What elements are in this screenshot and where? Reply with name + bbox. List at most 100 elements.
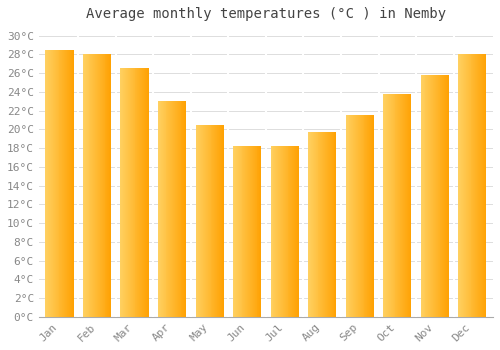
Bar [88, 54, 90, 317]
Bar [282, 146, 283, 317]
Bar [440, 75, 442, 317]
Bar [176, 101, 177, 317]
Bar [458, 54, 460, 317]
Bar [68, 50, 69, 317]
Bar [106, 54, 108, 317]
Bar [313, 132, 314, 317]
Bar [50, 50, 51, 317]
Bar [296, 146, 297, 317]
Bar [389, 94, 390, 317]
Bar [184, 101, 185, 317]
Bar [370, 115, 371, 317]
Bar [141, 69, 142, 317]
Bar [144, 69, 145, 317]
Bar [256, 146, 258, 317]
Bar [368, 115, 369, 317]
Bar [356, 115, 357, 317]
Bar [403, 94, 404, 317]
Bar [353, 115, 354, 317]
Bar [253, 146, 254, 317]
Bar [481, 54, 482, 317]
Bar [168, 101, 170, 317]
Bar [314, 132, 316, 317]
Bar [223, 125, 224, 317]
Bar [177, 101, 178, 317]
Bar [280, 146, 281, 317]
Bar [138, 69, 139, 317]
Bar [210, 125, 212, 317]
Bar [234, 146, 235, 317]
Bar [438, 75, 440, 317]
Bar [398, 94, 399, 317]
Bar [322, 132, 323, 317]
Bar [55, 50, 56, 317]
Bar [246, 146, 247, 317]
Bar [143, 69, 144, 317]
Bar [237, 146, 238, 317]
Bar [330, 132, 332, 317]
Bar [426, 75, 428, 317]
Bar [392, 94, 394, 317]
Bar [240, 146, 242, 317]
Bar [323, 132, 324, 317]
Bar [404, 94, 405, 317]
Bar [69, 50, 70, 317]
Bar [327, 132, 328, 317]
Bar [218, 125, 219, 317]
Bar [173, 101, 174, 317]
Bar [326, 132, 327, 317]
Bar [244, 146, 246, 317]
Bar [214, 125, 215, 317]
Bar [318, 132, 320, 317]
Bar [196, 125, 198, 317]
Bar [84, 54, 85, 317]
Bar [185, 101, 186, 317]
Bar [432, 75, 433, 317]
Bar [402, 94, 403, 317]
Bar [399, 94, 400, 317]
Bar [421, 75, 422, 317]
Bar [233, 146, 234, 317]
Bar [204, 125, 205, 317]
Bar [95, 54, 96, 317]
Bar [383, 94, 384, 317]
Bar [260, 146, 261, 317]
Bar [70, 50, 72, 317]
Bar [284, 146, 286, 317]
Bar [202, 125, 203, 317]
Bar [406, 94, 408, 317]
Bar [63, 50, 64, 317]
Bar [235, 146, 236, 317]
Bar [281, 146, 282, 317]
Bar [386, 94, 387, 317]
Bar [388, 94, 389, 317]
Bar [465, 54, 466, 317]
Bar [371, 115, 372, 317]
Bar [128, 69, 129, 317]
Bar [122, 69, 124, 317]
Bar [250, 146, 251, 317]
Bar [139, 69, 140, 317]
Bar [127, 69, 128, 317]
Bar [252, 146, 253, 317]
Bar [390, 94, 391, 317]
Bar [352, 115, 353, 317]
Bar [219, 125, 220, 317]
Bar [124, 69, 125, 317]
Bar [272, 146, 274, 317]
Bar [222, 125, 223, 317]
Bar [48, 50, 49, 317]
Bar [293, 146, 294, 317]
Bar [96, 54, 97, 317]
Bar [217, 125, 218, 317]
Bar [160, 101, 161, 317]
Bar [207, 125, 208, 317]
Bar [310, 132, 311, 317]
Bar [208, 125, 210, 317]
Bar [251, 146, 252, 317]
Bar [294, 146, 295, 317]
Bar [134, 69, 136, 317]
Bar [311, 132, 312, 317]
Bar [422, 75, 424, 317]
Bar [178, 101, 180, 317]
